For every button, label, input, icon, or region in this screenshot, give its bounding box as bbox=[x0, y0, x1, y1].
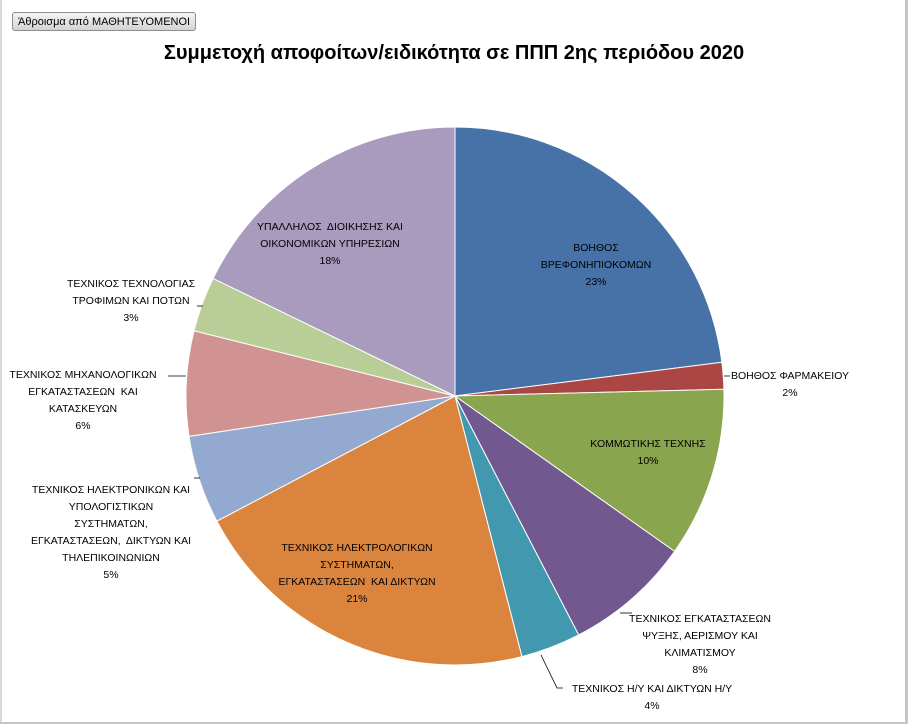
data-label-percent: 21% bbox=[346, 593, 367, 605]
data-label-category: ΤΕΧΝΙΚΟΣ ΜΗΧΑΝΟΛΟΓΙΚΩΝ bbox=[9, 369, 156, 381]
data-label-category: ΣΥΣΤΗΜΑΤΩΝ, bbox=[320, 559, 394, 571]
data-label-percent: 3% bbox=[123, 312, 138, 324]
data-label-category: ΚΑΤΑΣΚΕΥΩΝ bbox=[49, 403, 117, 415]
data-label: ΚΟΜΜΩΤΙΚΗΣ ΤΕΧΝΗΣ 10% bbox=[590, 438, 706, 467]
data-label-category: ΒΟΗΘΟΣ bbox=[573, 242, 619, 254]
data-label-percent: 6% bbox=[75, 420, 90, 432]
pie-slice bbox=[212, 126, 456, 397]
data-label-category: ΤΕΧΝΙΚΟΣ ΕΓΚΑΤΑΣΤΑΣΕΩΝ bbox=[629, 613, 771, 625]
data-label-category: ΤΗΛΕΠΙΚΟΙΝΩΝΙΩΝ bbox=[62, 552, 160, 564]
window-left-edge bbox=[0, 0, 2, 724]
data-label-percent: 8% bbox=[692, 664, 707, 676]
pie-slice bbox=[454, 395, 676, 636]
data-label-category: ΕΓΚΑΤΑΣΤΑΣΕΩΝ, ΔΙΚΤΥΩΝ ΚΑΙ bbox=[31, 535, 191, 547]
data-label-percent: 5% bbox=[103, 569, 118, 581]
data-label: ΒΟΗΘΟΣ ΦΑΡΜΑΚΕΙΟΥ 2% bbox=[731, 370, 849, 399]
data-label: ΤΕΧΝΙΚΟΣ ΗΛΕΚΤΡΟΛΟΓΙΚΩΝ ΣΥΣΤΗΜΑΤΩΝ, ΕΓΚΑΤΑ… bbox=[278, 542, 435, 605]
pie-slice bbox=[453, 388, 725, 553]
data-label-percent: 23% bbox=[585, 276, 606, 288]
leader-line bbox=[540, 654, 563, 689]
data-label-percent: 10% bbox=[637, 455, 658, 467]
data-label-category: ΥΠΑΛΛΗΛΟΣ ΔΙΟΙΚΗΣΗΣ ΚΑΙ bbox=[257, 221, 403, 233]
data-label: ΒΟΗΘΟΣ ΒΡΕΦΟΝΗΠΙΟΚΟΜΩΝ 23% bbox=[541, 242, 651, 288]
data-label-category: ΕΓΚΑΤΑΣΤΑΣΕΩΝ ΚΑΙ bbox=[28, 386, 137, 398]
data-label-category: ΥΠΟΛΟΓΙΣΤΙΚΩΝ bbox=[69, 501, 153, 513]
data-label-category: ΒΡΕΦΟΝΗΠΙΟΚΟΜΩΝ bbox=[541, 259, 651, 271]
data-label-category: ΣΥΣΤΗΜΑΤΩΝ, bbox=[74, 518, 148, 530]
data-label-percent: 2% bbox=[782, 387, 797, 399]
data-label-category: ΨΥΞΗΣ, ΑΕΡΙΣΜΟΥ ΚΑΙ bbox=[642, 630, 758, 642]
data-label-category: ΤΡΟΦΙΜΩΝ ΚΑΙ ΠΟΤΩΝ bbox=[72, 295, 189, 307]
data-label-category: ΤΕΧΝΙΚΟΣ ΗΛΕΚΤΡΟΛΟΓΙΚΩΝ bbox=[281, 542, 432, 554]
data-label: ΤΕΧΝΙΚΟΣ ΤΕΧΝΟΛΟΓΙΑΣ ΤΡΟΦΙΜΩΝ ΚΑΙ ΠΟΤΩΝ 3% bbox=[67, 278, 196, 324]
data-label: ΤΕΧΝΙΚΟΣ ΜΗΧΑΝΟΛΟΓΙΚΩΝ ΕΓΚΑΤΑΣΤΑΣΕΩΝ ΚΑΙ Κ… bbox=[9, 369, 156, 432]
pivot-value-field-button[interactable]: Άθροισμα από ΜΑΘΗΤΕΥΟΜΕΝΟΙ bbox=[12, 12, 197, 31]
data-label-category: ΤΕΧΝΙΚΟΣ ΤΕΧΝΟΛΟΓΙΑΣ bbox=[67, 278, 196, 290]
data-label: ΥΠΑΛΛΗΛΟΣ ΔΙΟΙΚΗΣΗΣ ΚΑΙ ΟΙΚΟΝΟΜΙΚΩΝ ΥΠΗΡΕ… bbox=[257, 221, 403, 267]
data-label-percent: 4% bbox=[644, 700, 659, 712]
data-label-percent: 18% bbox=[319, 255, 340, 267]
data-label-category: ΕΓΚΑΤΑΣΤΑΣΕΩΝ ΚΑΙ ΔΙΚΤΥΩΝ bbox=[278, 576, 435, 588]
pie-slice bbox=[454, 126, 723, 397]
data-label-category: ΚΟΜΜΩΤΙΚΗΣ ΤΕΧΝΗΣ bbox=[590, 438, 706, 450]
pie-slice bbox=[216, 395, 523, 666]
data-label-category: ΤΕΧΝΙΚΟΣ ΗΛΕΚΤΡΟΝΙΚΩΝ ΚΑΙ bbox=[32, 484, 190, 496]
window-right-edge bbox=[905, 0, 908, 724]
data-label: ΤΕΧΝΙΚΟΣ Η/Υ ΚΑΙ ΔΙΚΤΥΩΝ Η/Υ 4% bbox=[572, 683, 732, 712]
data-label-category: ΟΙΚΟΝΟΜΙΚΩΝ ΥΠΗΡΕΣΙΩΝ bbox=[260, 238, 400, 250]
data-label: ΤΕΧΝΙΚΟΣ ΕΓΚΑΤΑΣΤΑΣΕΩΝ ΨΥΞΗΣ, ΑΕΡΙΣΜΟΥ ΚΑ… bbox=[629, 613, 771, 676]
chart-title: Συμμετοχή αποφοίτων/ειδικότητα σε ΠΠΠ 2η… bbox=[163, 42, 745, 64]
data-label: ΤΕΧΝΙΚΟΣ ΗΛΕΚΤΡΟΝΙΚΩΝ ΚΑΙ ΥΠΟΛΟΓΙΣΤΙΚΩΝ ΣΥ… bbox=[31, 484, 191, 581]
data-label-category: ΚΛΙΜΑΤΙΣΜΟΥ bbox=[664, 647, 735, 659]
window-bottom-edge bbox=[0, 722, 908, 724]
data-label-category: ΒΟΗΘΟΣ ΦΑΡΜΑΚΕΙΟΥ bbox=[731, 370, 849, 382]
data-label-category: ΤΕΧΝΙΚΟΣ Η/Υ ΚΑΙ ΔΙΚΤΥΩΝ Η/Υ bbox=[572, 683, 732, 695]
